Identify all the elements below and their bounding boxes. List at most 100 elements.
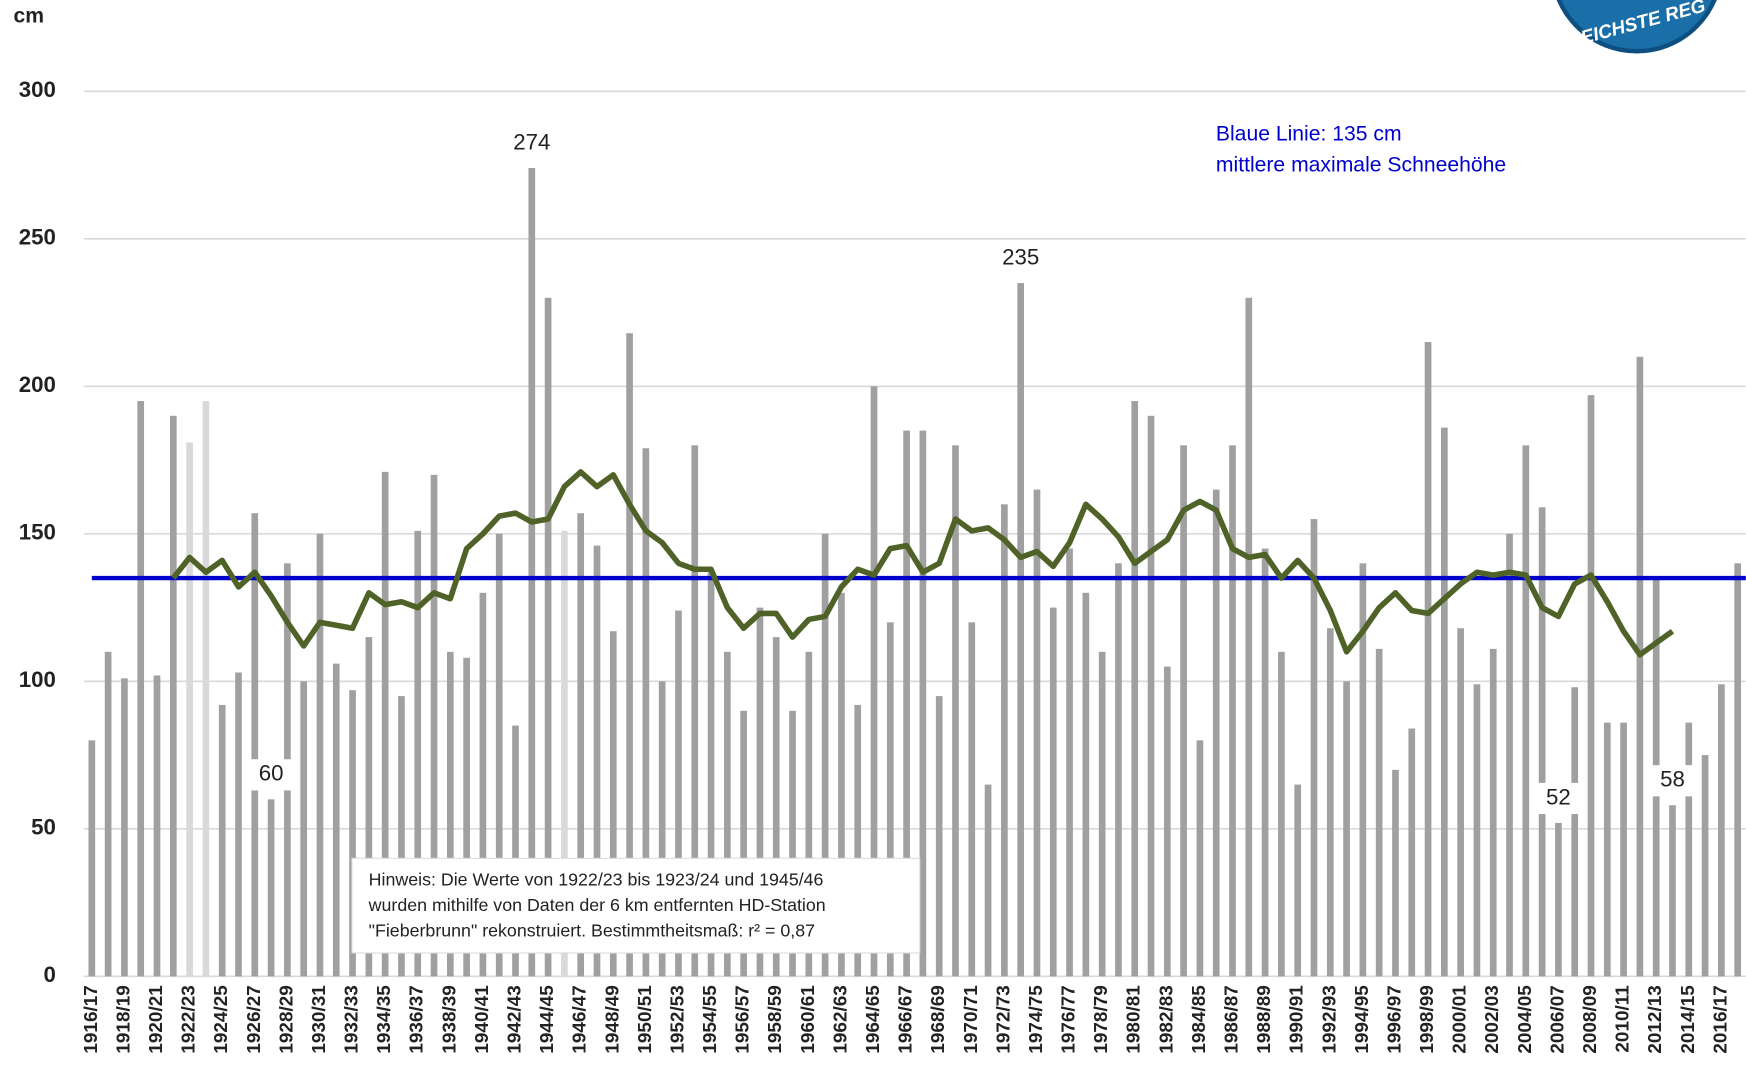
x-tick-label: 1974/75 xyxy=(1026,985,1047,1053)
bar xyxy=(952,445,959,977)
x-tick-label: 1930/31 xyxy=(309,985,330,1053)
bar xyxy=(1310,519,1318,977)
value-label: 52 xyxy=(1546,784,1571,809)
value-label: 58 xyxy=(1660,767,1685,792)
x-tick-label: 1942/43 xyxy=(505,985,526,1053)
bar xyxy=(968,622,976,977)
value-label-bg xyxy=(1652,765,1693,797)
bar xyxy=(479,592,487,977)
x-tick-label: 1938/39 xyxy=(439,985,460,1053)
x-tick-label: 1920/21 xyxy=(146,985,167,1053)
bar xyxy=(1163,666,1171,977)
x-tick-label: 1946/47 xyxy=(570,985,591,1053)
bar xyxy=(1196,740,1204,977)
bar xyxy=(1326,628,1334,977)
bar xyxy=(398,696,405,977)
x-tick-label: 1960/61 xyxy=(798,985,819,1053)
bar xyxy=(1115,563,1122,977)
bar xyxy=(756,607,764,977)
bar xyxy=(202,401,210,977)
x-tick-label: 1934/35 xyxy=(374,985,395,1053)
x-tick-label: 2014/15 xyxy=(1678,985,1699,1053)
bar xyxy=(593,545,601,977)
bar xyxy=(446,651,454,977)
bar xyxy=(381,471,389,977)
x-tick-label: 1922/23 xyxy=(179,985,200,1053)
bar xyxy=(251,513,259,977)
bar xyxy=(218,704,226,977)
bar xyxy=(886,622,894,977)
bar xyxy=(1424,342,1432,977)
bar xyxy=(838,592,845,977)
x-tick-label: 1916/17 xyxy=(81,985,102,1053)
y-tick-label: 50 xyxy=(31,815,56,840)
bar xyxy=(1636,356,1644,977)
x-tick-label: 2010/11 xyxy=(1613,985,1634,1052)
bar xyxy=(561,530,568,977)
bar xyxy=(1555,822,1562,977)
x-tick-label: 1996/97 xyxy=(1384,985,1405,1053)
bar xyxy=(267,799,275,977)
x-tick-label: 1918/19 xyxy=(113,985,134,1053)
bar xyxy=(903,430,910,977)
x-tick-label: 1928/29 xyxy=(276,985,297,1053)
bar xyxy=(153,675,161,977)
y-tick-label: 150 xyxy=(19,520,56,545)
x-tick-label: 1990/91 xyxy=(1287,985,1308,1053)
bar xyxy=(1392,769,1399,977)
bar xyxy=(1522,445,1530,977)
value-label: 274 xyxy=(513,129,550,154)
x-tick-label: 1968/69 xyxy=(928,985,949,1053)
bar xyxy=(414,530,422,977)
bar xyxy=(1441,427,1448,977)
bar xyxy=(544,297,552,977)
note-text: Hinweis: Die Werte von 1922/23 bis 1923/… xyxy=(369,869,824,889)
value-label: 60 xyxy=(259,761,284,786)
bar xyxy=(512,725,519,977)
bar xyxy=(88,740,96,977)
x-tick-label: 1948/49 xyxy=(602,985,623,1053)
value-label: 235 xyxy=(1002,244,1039,269)
bar xyxy=(430,474,438,977)
x-tick-label: 1952/53 xyxy=(667,985,688,1053)
x-tick-label: 1940/41 xyxy=(472,985,493,1053)
bar xyxy=(1408,728,1416,977)
bar xyxy=(984,784,992,977)
bar xyxy=(1017,283,1025,977)
x-tick-label: 1998/99 xyxy=(1417,985,1438,1053)
bar xyxy=(104,651,112,977)
x-tick-label: 2008/09 xyxy=(1580,985,1601,1053)
bar xyxy=(821,533,829,977)
bar xyxy=(1587,395,1595,977)
y-tick-label: 0 xyxy=(43,962,55,987)
value-label-bg xyxy=(1000,242,1041,275)
x-tick-label: 1976/77 xyxy=(1059,985,1080,1053)
bar xyxy=(642,448,650,977)
bar xyxy=(1603,722,1611,977)
y-tick-label: 100 xyxy=(19,667,56,692)
x-tick-label: 1954/55 xyxy=(700,985,721,1053)
bar xyxy=(626,333,633,977)
note-box xyxy=(351,857,921,954)
bar xyxy=(691,445,699,977)
bar xyxy=(870,386,878,977)
x-tick-label: 1958/59 xyxy=(765,985,786,1053)
value-label-bg xyxy=(1538,782,1579,815)
bar xyxy=(919,430,927,977)
x-tick-label: 1964/65 xyxy=(863,985,884,1053)
bar xyxy=(707,572,715,977)
bar xyxy=(675,610,682,977)
bar xyxy=(1098,651,1106,977)
x-tick-label: 2002/03 xyxy=(1482,985,1503,1053)
bar xyxy=(1701,755,1709,977)
x-tick-label: 1924/25 xyxy=(211,985,232,1053)
bar xyxy=(1066,548,1073,977)
bar xyxy=(724,651,731,977)
bar xyxy=(235,672,242,977)
note-text: wurden mithilfe von Daten der 6 km entfe… xyxy=(368,895,826,915)
x-tick-label: 1984/85 xyxy=(1189,985,1210,1053)
bar xyxy=(658,681,666,977)
bar xyxy=(1734,563,1742,977)
x-tick-label: 1994/95 xyxy=(1352,985,1373,1053)
x-tick-label: 1972/73 xyxy=(993,985,1014,1053)
